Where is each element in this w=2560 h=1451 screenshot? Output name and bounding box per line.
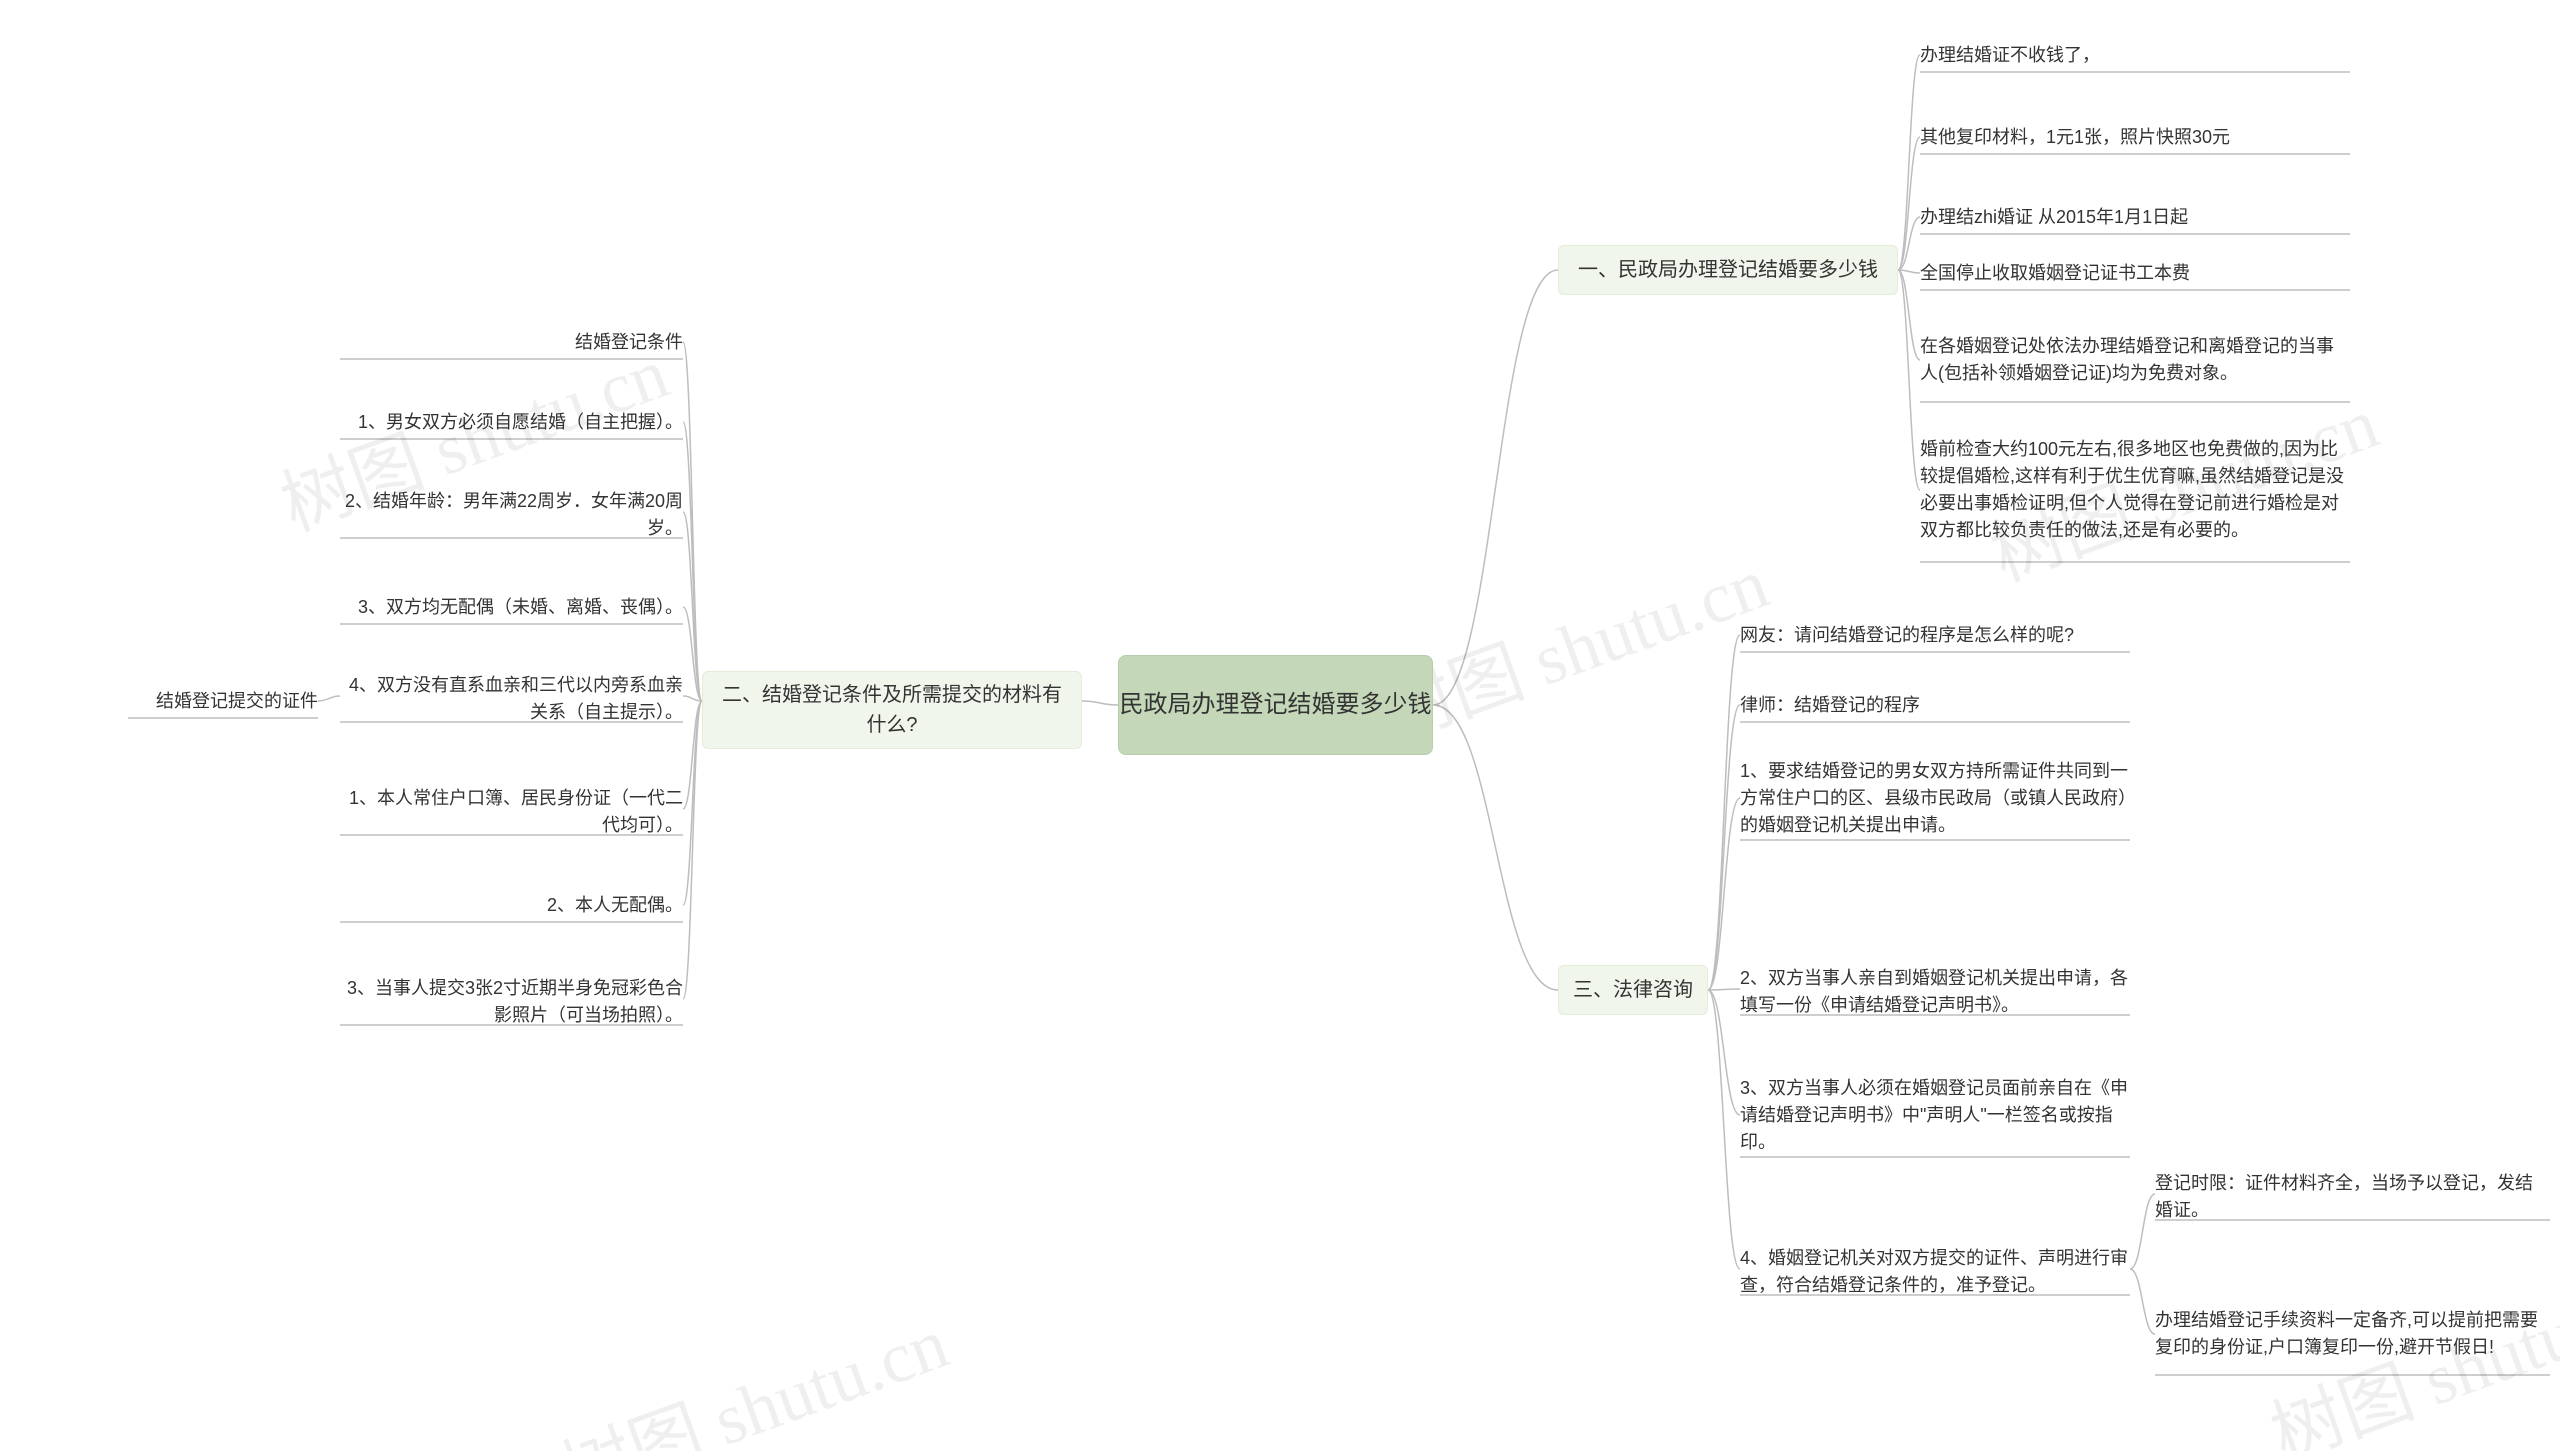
leaf-node: 3、双方均无配偶（未婚、离婚、丧偶）。 bbox=[340, 592, 683, 622]
root-node: 民政局办理登记结婚要多少钱 bbox=[1118, 655, 1433, 755]
leaf-node: 4、婚姻登记机关对双方提交的证件、声明进行审查，符合结婚登记条件的，准予登记。 bbox=[1740, 1245, 2130, 1299]
leaf-node: 结婚登记条件 bbox=[340, 327, 683, 357]
leaf-node: 1、男女双方必须自愿结婚（自主把握）。 bbox=[340, 407, 683, 437]
leaf-node: 登记时限：证件材料齐全，当场予以登记，发结婚证。 bbox=[2155, 1170, 2550, 1224]
leaf-node: 2、本人无配偶。 bbox=[340, 890, 683, 920]
leaf-node: 全国停止收取婚姻登记证书工本费 bbox=[1920, 258, 2350, 288]
branch-one-label: 一、民政局办理登记结婚要多少钱 bbox=[1578, 255, 1878, 285]
leaf-node: 办理结婚证不收钱了， bbox=[1920, 40, 2350, 70]
leaf-node: 办理结婚登记手续资料一定备齐,可以提前把需要复印的身份证,户口簿复印一份,避开节… bbox=[2155, 1295, 2550, 1373]
leaf-node: 1、要求结婚登记的男女双方持所需证件共同到一方常住户口的区、县级市民政局（或镇人… bbox=[1740, 758, 2130, 839]
leaf-node: 结婚登记提交的证件 bbox=[128, 686, 318, 716]
leaf-node: 在各婚姻登记处依法办理结婚登记和离婚登记的当事人(包括补领婚姻登记证)均为免费对… bbox=[1920, 320, 2350, 400]
leaf-node: 网友：请问结婚登记的程序是怎么样的呢? bbox=[1740, 620, 2130, 650]
leaf-node: 4、双方没有直系血亲和三代以内旁系血亲关系（自主提示）。 bbox=[340, 672, 683, 726]
leaf-node: 婚前检查大约100元左右,很多地区也免费做的,因为比较提倡婚检,这样有利于优生优… bbox=[1920, 420, 2350, 560]
leaf-node: 其他复印材料，1元1张，照片快照30元 bbox=[1920, 122, 2350, 152]
leaf-node: 2、双方当事人亲自到婚姻登记机关提出申请，各填写一份《申请结婚登记声明书》。 bbox=[1740, 965, 2130, 1019]
leaf-node: 3、当事人提交3张2寸近期半身免冠彩色合影照片（可当场拍照）。 bbox=[340, 975, 683, 1029]
branch-three-label: 三、法律咨询 bbox=[1573, 975, 1693, 1005]
leaf-node: 办理结zhi婚证 从2015年1月1日起 bbox=[1920, 202, 2350, 232]
leaf-node: 3、双方当事人必须在婚姻登记员面前亲自在《申请结婚登记声明书》中"声明人"一栏签… bbox=[1740, 1075, 2130, 1156]
leaf-node: 1、本人常住户口簿、居民身份证（一代二代均可）。 bbox=[340, 785, 683, 839]
branch-two-label: 二、结婚登记条件及所需提交的材料有什么? bbox=[715, 680, 1069, 740]
branch-three: 三、法律咨询 bbox=[1558, 965, 1708, 1015]
branch-one: 一、民政局办理登记结婚要多少钱 bbox=[1558, 245, 1898, 295]
root-text: 民政局办理登记结婚要多少钱 bbox=[1120, 687, 1432, 723]
branch-two: 二、结婚登记条件及所需提交的材料有什么? bbox=[702, 671, 1082, 749]
leaf-node: 律师：结婚登记的程序 bbox=[1740, 690, 2130, 720]
leaf-node: 2、结婚年龄：男年满22周岁．女年满20周岁。 bbox=[340, 488, 683, 542]
